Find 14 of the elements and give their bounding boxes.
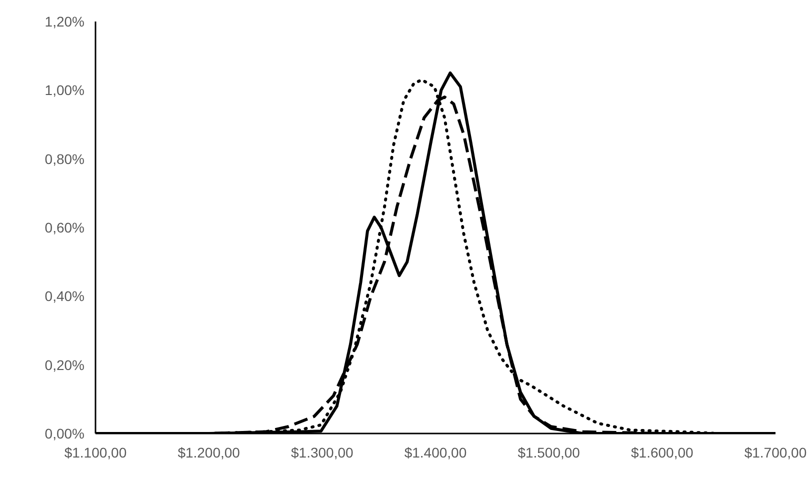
x-tick-label: $1.700,00 xyxy=(744,444,807,460)
y-tick-label: 1,20% xyxy=(44,14,85,30)
y-tick-label: 0,00% xyxy=(44,426,85,442)
x-tick-label: $1.600,00 xyxy=(631,444,694,460)
x-tick-label: $1.100,00 xyxy=(64,444,127,460)
y-tick-label: 0,40% xyxy=(44,288,85,304)
y-tick-label: 1,00% xyxy=(44,82,85,98)
x-tick-label: $1.300,00 xyxy=(291,444,354,460)
y-tick-label: 0,20% xyxy=(44,356,85,373)
x-tick-label: $1.500,00 xyxy=(518,444,580,460)
x-tick-label: $1.400,00 xyxy=(404,444,467,460)
y-tick-label: 0,80% xyxy=(44,150,85,167)
x-tick-label: $1.200,00 xyxy=(178,444,240,460)
y-tick-label: 0,60% xyxy=(44,220,85,236)
